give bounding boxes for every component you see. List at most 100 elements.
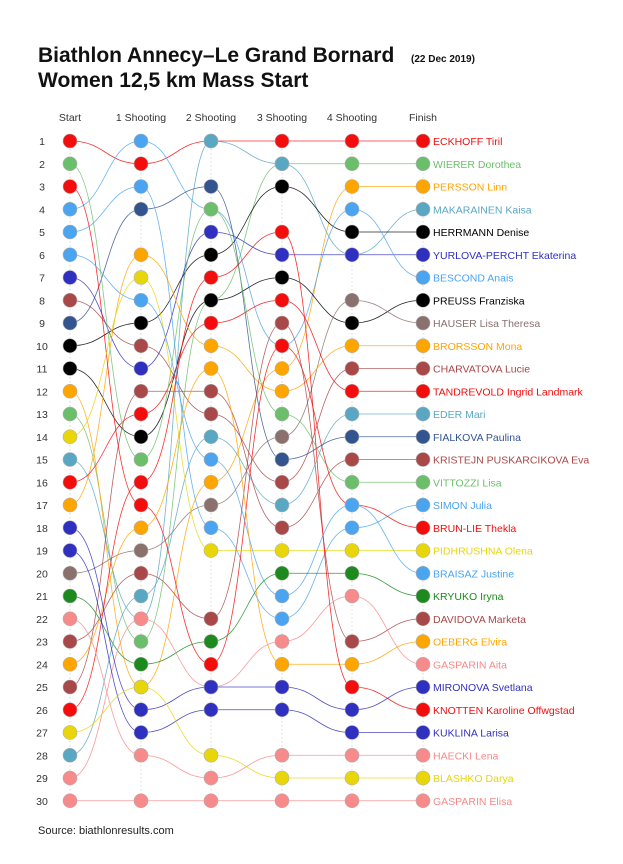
athlete-marker (274, 634, 290, 649)
athlete-line (69, 299, 423, 483)
athlete-marker (203, 611, 219, 627)
rank-label: 1 (39, 136, 45, 148)
athlete-marker (203, 634, 219, 649)
athlete-marker (415, 634, 431, 649)
athlete-name-label: CHARVATOVA Lucie (433, 364, 530, 376)
athlete-marker (62, 634, 78, 649)
athlete-marker (274, 793, 290, 809)
athlete-marker (203, 292, 219, 308)
athlete-marker (62, 452, 78, 467)
athlete-marker (415, 679, 431, 695)
athlete-marker (274, 133, 290, 149)
athlete-marker (203, 702, 219, 718)
athlete-markers (62, 133, 431, 809)
athlete-marker (274, 770, 290, 786)
rank-label: 25 (36, 682, 48, 694)
rank-label: 9 (39, 318, 45, 330)
rank-label: 2 (39, 159, 45, 171)
athlete-marker (133, 611, 149, 627)
athlete-marker (344, 702, 360, 718)
rank-label: 13 (36, 409, 48, 421)
athlete-line (69, 413, 423, 756)
athlete-marker (62, 543, 78, 558)
athlete-marker (344, 497, 360, 513)
athlete-name-label: PREUSS Franziska (433, 295, 525, 307)
rank-label: 23 (36, 637, 48, 649)
athlete-marker (274, 406, 290, 422)
athlete-marker (203, 133, 219, 149)
stage-header: Finish (409, 112, 437, 124)
athlete-name-label: KRYUKO Iryna (433, 591, 504, 603)
athlete-marker (344, 634, 360, 649)
athlete-name-label: VITTOZZI Lisa (433, 477, 502, 489)
athlete-marker (274, 429, 290, 445)
athlete-marker (415, 224, 431, 240)
athlete-name-label: PIDHRUSHNA Olena (433, 546, 533, 558)
athlete-marker (133, 406, 149, 422)
athlete-marker (274, 543, 290, 558)
athlete-marker (133, 429, 149, 445)
athlete-marker (62, 497, 78, 513)
athlete-name-label: ECKHOFF Tiril (433, 136, 502, 148)
athlete-name-label: WIERER Dorothea (433, 159, 521, 171)
rank-label: 28 (36, 750, 48, 762)
athlete-marker (415, 520, 431, 536)
athlete-name-label: HERRMANN Denise (433, 227, 529, 239)
athlete-marker (133, 747, 149, 763)
athlete-marker (344, 747, 360, 763)
athlete-line (69, 368, 424, 665)
athlete-marker (62, 270, 78, 285)
rank-label: 4 (39, 204, 45, 216)
athlete-marker (344, 793, 360, 809)
athlete-marker (274, 338, 290, 354)
athlete-marker (415, 497, 431, 513)
athlete-marker (62, 383, 78, 399)
athlete-marker (62, 747, 78, 763)
athlete-marker (344, 429, 360, 445)
stage-header: 4 Shooting (327, 112, 377, 124)
athlete-marker (344, 406, 360, 422)
athlete-marker (415, 565, 431, 581)
athlete-marker (274, 611, 290, 627)
athlete-marker (274, 747, 290, 763)
athlete-marker (133, 702, 149, 718)
athlete-marker (415, 702, 431, 718)
rank-label: 26 (36, 705, 48, 717)
athlete-marker (344, 133, 360, 149)
athlete-marker (133, 315, 149, 331)
athlete-marker (62, 201, 78, 217)
athlete-marker (274, 315, 290, 331)
athlete-marker (344, 338, 360, 354)
athlete-marker (62, 179, 78, 194)
athlete-marker (62, 315, 78, 331)
athlete-marker (62, 565, 78, 581)
rank-label: 10 (36, 341, 48, 353)
athlete-line (69, 527, 424, 711)
athlete-marker (344, 565, 360, 581)
athlete-marker (62, 656, 78, 672)
stage-header: 2 Shooting (186, 112, 236, 124)
athlete-marker (415, 156, 431, 172)
athlete-marker (203, 747, 219, 763)
rank-label: 27 (36, 728, 48, 740)
finish-names: ECKHOFF Tiril WIERER Dorothea PERSSON Linn… (433, 136, 589, 808)
athlete-marker (344, 292, 360, 308)
athlete-name-label: BESCOND Anais (433, 273, 514, 285)
athlete-marker (133, 133, 149, 149)
athlete-marker (133, 383, 149, 399)
rank-label: 7 (39, 273, 45, 285)
athlete-marker (133, 565, 149, 581)
athlete-name-label: BRAISAZ Justine (433, 568, 514, 580)
athlete-marker (133, 793, 149, 809)
stage-header: Start (59, 112, 81, 124)
athlete-name-label: YURLOVA-PERCHT Ekaterina (433, 250, 576, 262)
athlete-line (69, 277, 424, 438)
athlete-name-label: BRORSSON Mona (433, 341, 522, 353)
athlete-name-label: KUKLINA Larisa (433, 728, 509, 740)
athlete-marker (415, 588, 431, 604)
athlete-name-label: MIRONOVA Svetlana (433, 682, 533, 694)
athlete-name-label: BRUN-LIE Thekla (433, 523, 516, 535)
athlete-marker (415, 338, 431, 354)
athlete-marker (344, 656, 360, 672)
